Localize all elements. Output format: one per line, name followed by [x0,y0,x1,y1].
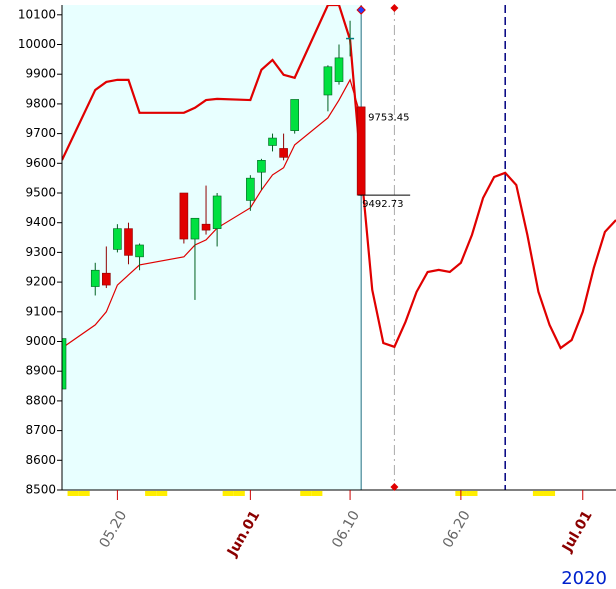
current-period-background [62,5,362,490]
y-tick-label: 8900 [25,364,56,378]
highlight-day [145,491,157,496]
highlight-day [67,491,79,496]
candle-body [124,228,133,256]
y-tick-label: 10000 [18,37,56,51]
candle-body [135,244,144,258]
plot-area [62,5,616,490]
annotation-label: 9753.45 [368,113,409,124]
candle-body [356,106,366,196]
x-tick-label: 06.20 [440,508,474,551]
candle-body [290,99,299,131]
current-marker [356,5,366,15]
y-tick-label: 9900 [25,67,56,81]
candle-body [113,228,122,250]
y-tick-label: 8800 [25,393,56,407]
y-tick-label: 8700 [25,423,56,437]
annotation-label: 9492.73 [362,199,403,210]
highlight-day [78,491,90,496]
x-tick-label: 06.10 [329,508,363,551]
y-tick-label: 8600 [25,453,56,467]
y-tick-label: 8500 [25,483,56,497]
highlight-day [233,491,245,496]
highlight-day [543,491,556,496]
gray-marker-top [390,4,399,12]
highlight-day [311,491,323,496]
y-tick-label: 9400 [25,215,56,229]
candle-body [323,66,333,96]
highlight-day [466,491,478,496]
highlight-day [156,491,168,496]
candle-body [62,338,67,390]
candle-body [179,192,189,240]
highlight-day [300,491,312,496]
y-tick-label: 10100 [18,7,56,21]
candle-body [90,269,100,287]
y-tick-label: 9000 [25,334,56,348]
y-tick-label: 9600 [25,156,56,170]
year-label: 2020 [561,568,607,589]
candle-body [201,223,211,231]
highlight-day [222,491,234,496]
y-tick-label: 9300 [25,245,56,259]
background-layer [62,5,362,490]
highlight-day [532,491,544,496]
x-tick-label: Jun.01 [224,508,263,560]
x-tick-label: 05.20 [96,508,130,551]
candle-body [102,272,111,286]
indicator-line [62,5,616,350]
candle-body [190,217,200,240]
y-tick-label: 9100 [25,304,56,318]
y-tick-label: 9800 [25,96,56,110]
candle-body [334,57,344,82]
candle-body [212,195,222,229]
y-tick-label: 9700 [25,126,56,140]
candle-body [279,148,288,158]
gray-marker-bottom [390,483,399,491]
candle-body [257,160,266,173]
candle-body [246,177,255,201]
y-tick-label: 9200 [25,275,56,289]
x-tick-label: Jul.01 [559,508,596,556]
candle-body [268,137,277,146]
y-tick-label: 9500 [25,186,56,200]
